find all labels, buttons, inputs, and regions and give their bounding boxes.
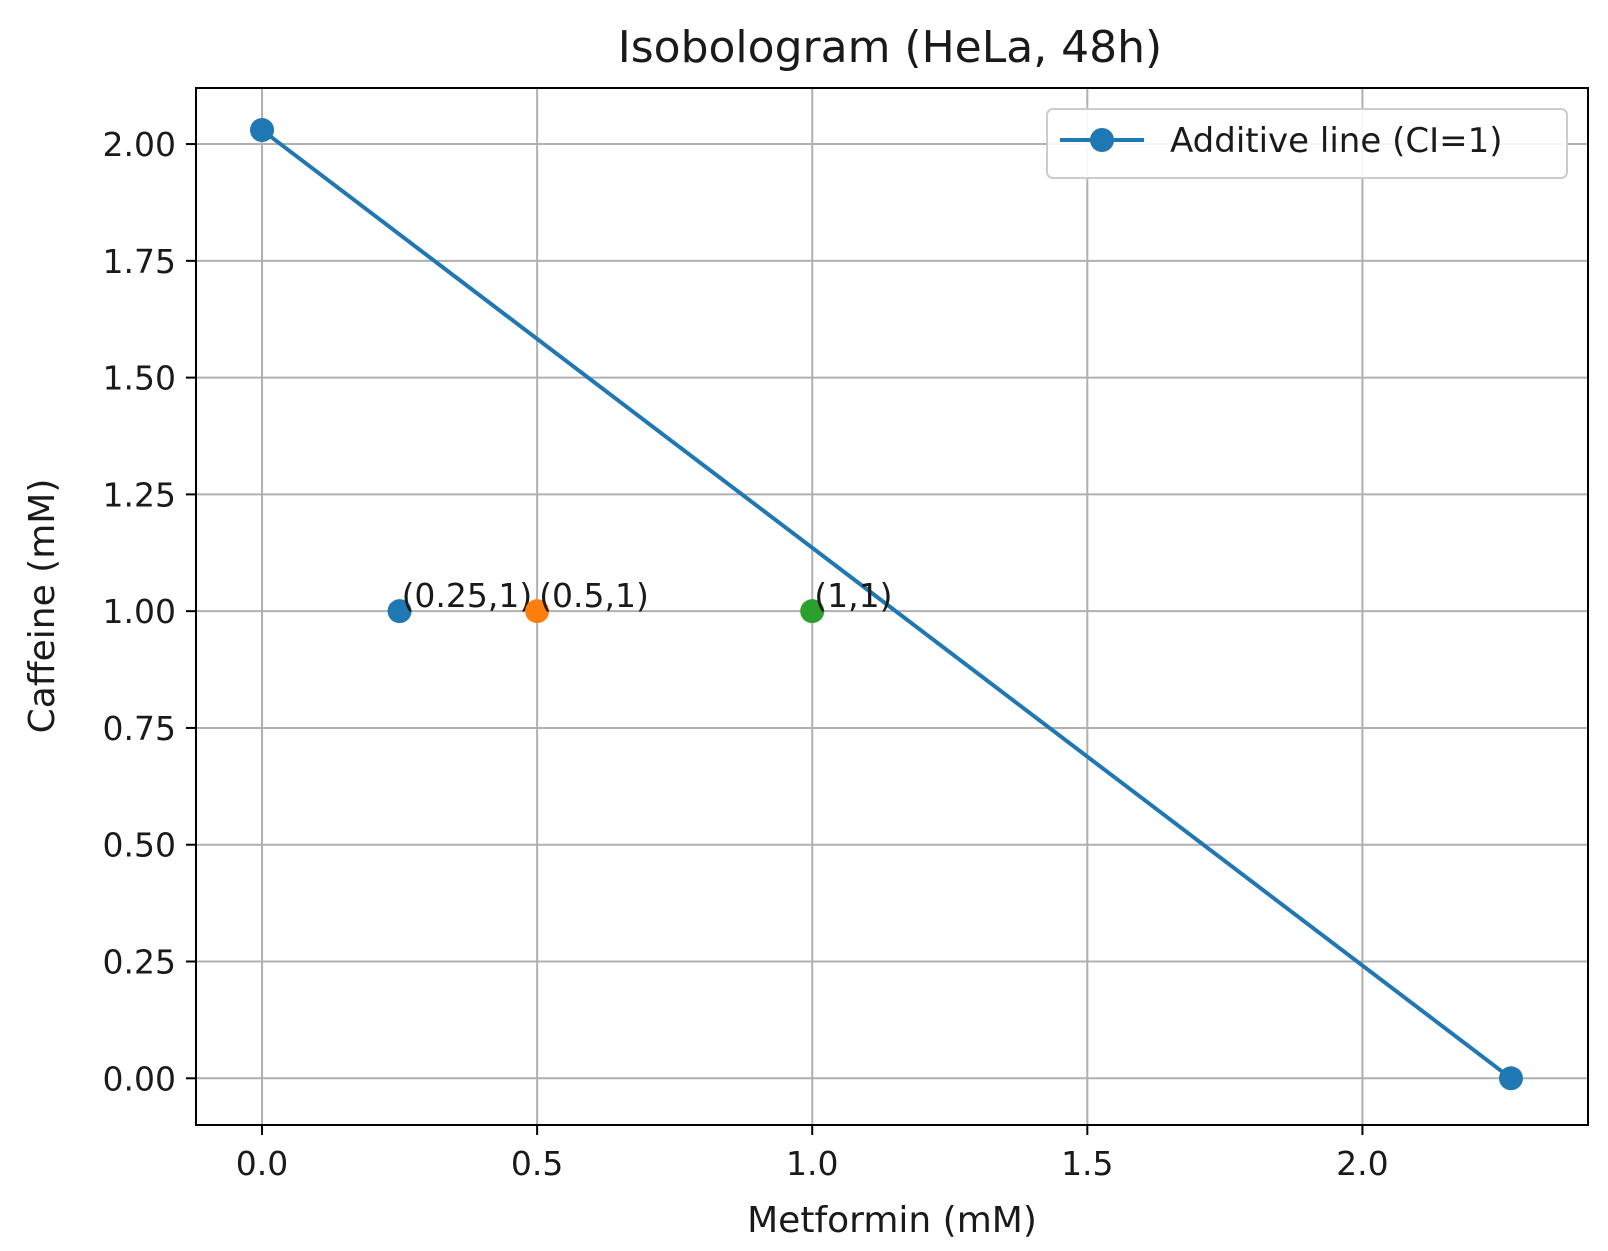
legend: Additive line (CI=1)	[1046, 108, 1568, 179]
x-tick-label: 2.0	[1336, 1144, 1388, 1183]
legend-marker-swatch	[1090, 128, 1114, 152]
additive-line-marker	[1498, 1066, 1523, 1091]
x-tick-label: 1.0	[786, 1144, 838, 1183]
additive-line	[260, 128, 1513, 1080]
x-tick-label: 0.5	[511, 1144, 563, 1183]
y-tick-label: 0.25	[103, 943, 176, 982]
additive-line-marker	[250, 118, 275, 143]
x-tick-label: 1.5	[1061, 1144, 1113, 1183]
x-axis-label: Metformin (mM)	[747, 1200, 1037, 1241]
y-tick-label: 0.50	[103, 826, 176, 865]
axis-ticks: 0.0 0.5 1.0 1.5 2.0 0.00 0.25 0.50 0.75 1.00 1.25 1…	[103, 125, 1389, 1183]
y-tick-label: 1.50	[103, 359, 176, 398]
y-tick-label: 1.75	[103, 242, 176, 281]
series-layer	[250, 118, 1523, 1091]
combination-point-label: (0.25,1)	[402, 576, 533, 615]
y-axis-label: Caffeine (mM)	[22, 479, 63, 734]
y-tick-label: 1.00	[103, 592, 176, 631]
y-tick-label: 2.00	[103, 125, 176, 164]
combination-point-label: (0.5,1)	[539, 576, 649, 615]
plot-area-frame	[195, 87, 1589, 1126]
combination-point	[387, 599, 412, 624]
chart-title: Isobologram (HeLa, 48h)	[618, 22, 1162, 73]
y-tick-label: 0.00	[103, 1059, 176, 1098]
legend-label: Additive line (CI=1)	[1170, 121, 1502, 161]
combination-point	[525, 599, 550, 624]
combination-point-label: (1,1)	[814, 576, 892, 615]
y-tick-label: 1.25	[103, 475, 176, 514]
points-layer: (0.25,1) (0.5,1) (1,1)	[387, 576, 892, 624]
combination-point	[800, 599, 825, 624]
legend-box	[1046, 108, 1568, 179]
x-tick-label: 0.0	[236, 1144, 288, 1183]
y-tick-label: 0.75	[103, 709, 176, 748]
